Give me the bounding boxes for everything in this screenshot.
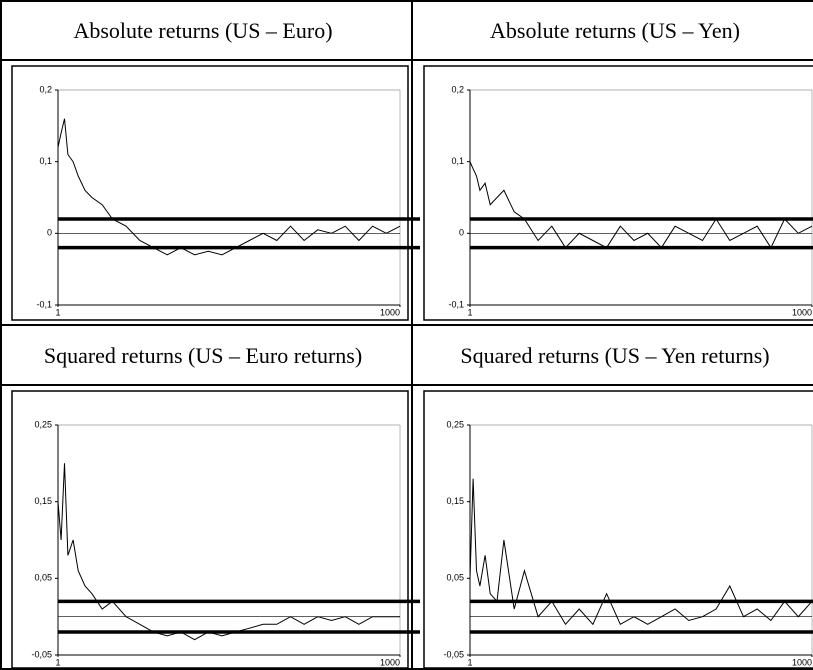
- y-tick-label: -0,05: [443, 649, 464, 659]
- plot-area: [57, 424, 401, 657]
- y-tick-label: 0,2: [451, 84, 464, 94]
- x-tick-label: 1000: [792, 307, 812, 317]
- x-tick-label: 1: [55, 307, 60, 317]
- y-tick-label: 0: [459, 228, 464, 238]
- y-tick-label: 0,1: [451, 156, 464, 166]
- x-tick-label: 1000: [380, 307, 400, 317]
- y-tick-label: 0,25: [34, 419, 52, 429]
- x-tick-label: 1: [467, 307, 472, 317]
- y-tick-label: 0,2: [39, 84, 52, 94]
- y-tick-label: -0,1: [36, 299, 52, 309]
- chart-frame: [11, 390, 409, 669]
- x-tick-label: 1: [55, 657, 60, 667]
- panel-title: Squared returns (US – Yen returns): [460, 343, 769, 368]
- plot-area: [469, 89, 813, 307]
- y-tick-label: -0,05: [31, 649, 52, 659]
- plot-area: [469, 424, 813, 657]
- data-line: [57, 463, 400, 641]
- x-tick-label: 1000: [792, 657, 812, 667]
- data-line: [469, 478, 813, 626]
- panel-title: Absolute returns (US – Yen): [490, 18, 740, 43]
- panel-title: Squared returns (US – Euro returns): [44, 343, 362, 368]
- chart-panel: Absolute returns (US – Euro)0,20,10-0,11…: [11, 18, 420, 321]
- y-tick-label: 0,05: [34, 573, 52, 583]
- chart-panel: Squared returns (US – Euro returns) 0,25 0…: [11, 343, 420, 669]
- data-line: [57, 118, 401, 256]
- y-tick-label: 0,1: [39, 156, 52, 166]
- y-tick-label: 0,05: [446, 573, 464, 583]
- data-line: [469, 161, 813, 249]
- y-tick-label: 0,25: [446, 419, 464, 429]
- chart-panel: Absolute returns (US – Yen) 0,2 0,1 0 -0,11 1…: [423, 18, 813, 321]
- chart-frame: [423, 390, 813, 669]
- y-tick-label: 0: [47, 228, 52, 238]
- panel-title: Absolute returns (US – Euro): [73, 18, 332, 43]
- y-tick-label: 0,15: [446, 496, 464, 506]
- chart-panel: Squared returns (US – Yen returns) 0,25 0,…: [423, 343, 813, 669]
- x-tick-label: 1: [467, 657, 472, 667]
- chart-frame: [423, 65, 813, 321]
- x-tick-label: 1000: [380, 657, 400, 667]
- y-tick-label: -0,1: [448, 299, 464, 309]
- chart-frame: [11, 65, 409, 321]
- plot-area: [57, 89, 401, 307]
- y-tick-label: 0,15: [34, 496, 52, 506]
